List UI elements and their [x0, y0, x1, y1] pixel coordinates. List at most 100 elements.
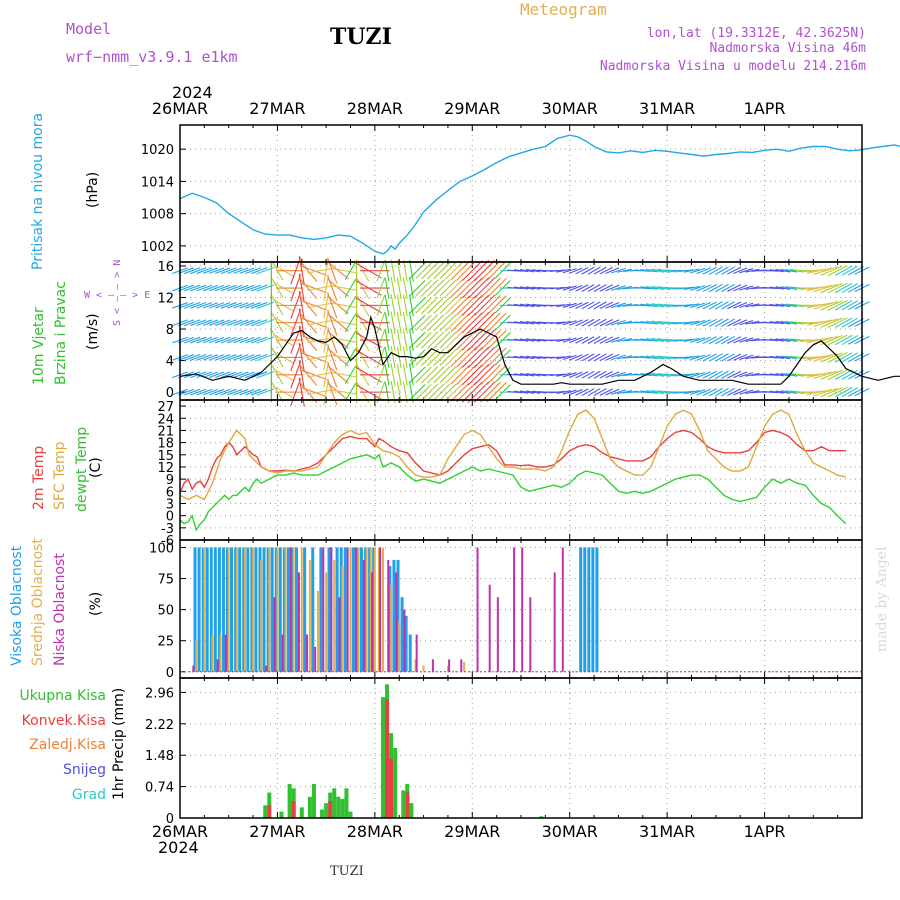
wind-arrow: [562, 389, 577, 395]
wind-arrow: [775, 338, 791, 342]
sfc_temp-line: [179, 409, 846, 501]
wind-arrow: [298, 311, 318, 334]
wind-arrow: [587, 318, 601, 327]
wind-arrow: [344, 330, 357, 350]
wind-arrow: [239, 267, 255, 274]
high_cloud-bar: [234, 547, 238, 672]
low_cloud-bar: [281, 634, 284, 672]
y-tick-label: 8: [166, 323, 174, 338]
wind-arrow: [813, 370, 838, 380]
y-tick-label: 0: [166, 666, 174, 681]
wind-arrow: [562, 285, 577, 291]
wind-arrow: [307, 319, 334, 326]
y-tick-label: 2.22: [145, 718, 174, 733]
high_cloud-bar: [327, 547, 331, 672]
total_precip-bar: [311, 784, 316, 818]
wind-arrow: [214, 371, 231, 379]
low_cloud-bar: [513, 547, 516, 672]
top-date-label: 26MAR: [152, 99, 208, 118]
wind-arrow: [384, 294, 390, 316]
high_cloud-bar: [364, 547, 368, 672]
mid_cloud-bar: [284, 547, 287, 672]
wind-arrow: [834, 300, 853, 311]
wind-arrow: [402, 259, 408, 282]
low_cloud-bar: [362, 559, 365, 672]
wind-arrow: [327, 383, 349, 401]
mid_cloud-bar: [317, 590, 320, 672]
wind-arrow: [610, 337, 626, 343]
wind-arrow: [444, 261, 464, 280]
mid_cloud-bar: [422, 665, 425, 672]
wind-arrow: [450, 382, 470, 402]
wind-arrow: [605, 319, 620, 327]
wind-arrow: [813, 283, 838, 293]
wind-arrow: [769, 303, 784, 307]
legend-conv-precip: Konvek.Kisa: [22, 713, 106, 729]
mid_cloud-bar: [243, 547, 246, 672]
wind-arrow: [690, 319, 706, 326]
mid_cloud-bar: [252, 547, 255, 672]
y-tick-label: 50: [157, 604, 174, 619]
wind-arrow: [239, 284, 255, 292]
wind-arrow: [245, 302, 261, 309]
wind-arrow: [184, 388, 201, 396]
wind-arrow: [651, 285, 671, 291]
wind-arrow: [467, 364, 490, 386]
wind-arrow: [763, 356, 778, 359]
y-tick-label: 9: [166, 473, 174, 488]
wind-arrow: [239, 319, 255, 326]
wind-arrow: [739, 268, 754, 274]
wind-arrow: [209, 302, 225, 309]
wind-arrow: [677, 286, 694, 290]
total_precip-bar: [344, 788, 349, 818]
wind-arrow: [575, 353, 589, 362]
high_cloud-bar: [583, 547, 587, 672]
top-date-label: 27MAR: [249, 99, 305, 118]
wind-arrow: [581, 266, 595, 275]
mid_cloud-bar: [268, 547, 271, 672]
wind-arrow: [569, 336, 583, 344]
wind-arrow: [450, 365, 470, 385]
wind-arrow: [480, 329, 501, 351]
wind-arrow: [190, 388, 207, 396]
wind-arrow: [733, 388, 748, 396]
wind-arrow: [344, 278, 357, 298]
wind-arrow: [202, 302, 218, 309]
wind-arrow: [727, 266, 742, 275]
wind-arrow: [599, 266, 613, 275]
wind-arrow: [841, 265, 858, 276]
temp-ylabel-dewpt: dewpt Temp: [74, 427, 90, 512]
wind-arrow: [227, 319, 243, 326]
wind-arrow: [450, 347, 470, 368]
high_cloud-bar: [335, 547, 339, 672]
wind-arrow: [250, 284, 268, 292]
top-date-label: 30MAR: [542, 99, 598, 118]
wind-arrow: [307, 285, 334, 291]
y-tick-label: 100: [149, 541, 174, 556]
wind-arrow: [599, 284, 613, 292]
wind-arrow: [444, 365, 464, 384]
wind-compass: W < — — > E: [84, 290, 150, 301]
wind-arrow: [683, 268, 700, 273]
high_cloud-bar: [262, 547, 266, 672]
wind-arrow: [575, 301, 589, 310]
wind-arrow: [178, 388, 195, 396]
wind-arrow: [433, 348, 451, 366]
wind-arrow: [415, 279, 432, 297]
wind-arrow: [575, 319, 589, 327]
clouds-panel: 0 25 50 75 100: [149, 539, 863, 681]
wind-arrow: [456, 347, 477, 368]
wind-arrow: [202, 319, 218, 326]
wind-arrow: [677, 321, 694, 325]
wind-arrow: [190, 267, 207, 275]
y-tick-label: 1002: [141, 240, 174, 255]
wind-arrow: [715, 370, 729, 380]
y-tick-label: 3: [166, 497, 174, 512]
y-tick-label: -6: [161, 534, 174, 549]
model-altitude-text: Nadmorska Visina u modelu 214.216m: [600, 59, 866, 74]
wind-arrow: [519, 303, 535, 308]
wind-arrow: [290, 343, 302, 372]
wind-arrow: [581, 336, 595, 344]
cloud-axis-title: Visoka Oblacnost Srednja Oblacnost Niska…: [9, 538, 104, 666]
wind-arrow: [696, 301, 711, 309]
